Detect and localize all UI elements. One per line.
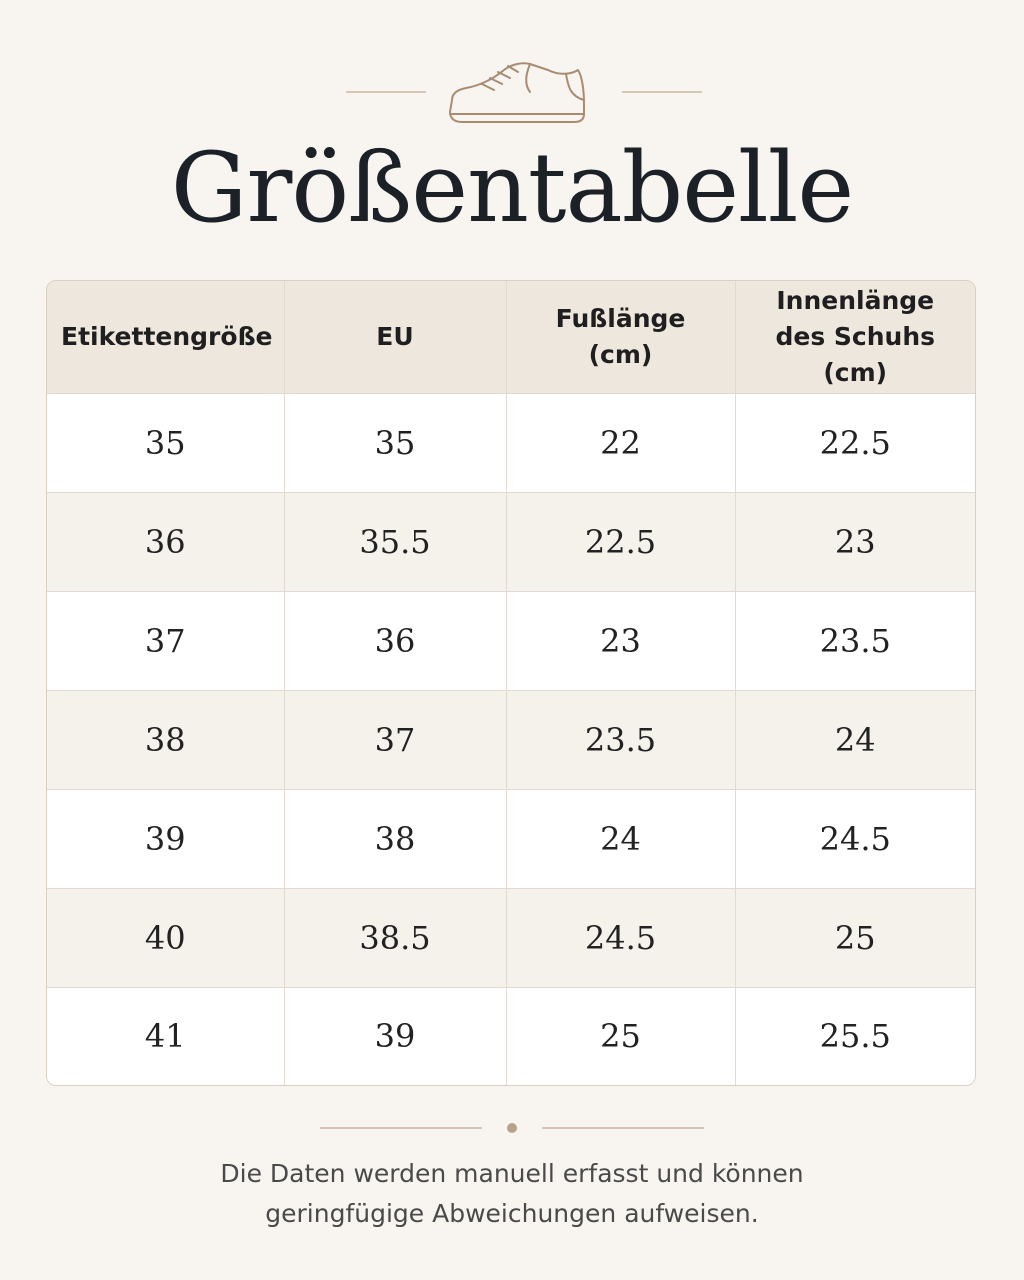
table-row: 40 38.5 24.5 25 <box>47 888 975 988</box>
cell-foot-length: 22 <box>506 393 736 493</box>
sneaker-ornament <box>346 62 702 123</box>
table-row: 38 37 23.5 24 <box>47 690 975 790</box>
cell-foot-length: 22.5 <box>506 492 736 592</box>
cell-foot-length: 23.5 <box>506 690 736 790</box>
cell-label-size: 41 <box>47 987 285 1085</box>
cell-eu: 35 <box>284 393 507 493</box>
divider-dot-icon <box>507 1123 517 1133</box>
divider-ornament <box>320 1123 704 1133</box>
cell-label-size: 36 <box>47 492 285 592</box>
cell-eu: 38 <box>284 789 507 889</box>
header-foot-length: Fußlänge (cm) <box>506 281 736 394</box>
cell-inner-length: 23.5 <box>735 591 975 691</box>
sneaker-icon <box>449 62 585 123</box>
cell-label-size: 40 <box>47 888 285 988</box>
header-inner-length: Innenlänge des Schuhs (cm) <box>735 281 975 394</box>
bottom-ornament <box>0 1118 1024 1138</box>
disclaimer-line-2: geringfügige Abweichungen aufweisen. <box>265 1199 759 1228</box>
cell-eu: 39 <box>284 987 507 1085</box>
cell-eu: 36 <box>284 591 507 691</box>
cell-inner-length: 25.5 <box>735 987 975 1085</box>
size-chart-table-container: Etikettengröße EU Fußlänge (cm) Innenlän… <box>46 280 976 1086</box>
table-row: 36 35.5 22.5 23 <box>47 492 975 592</box>
cell-foot-length: 23 <box>506 591 736 691</box>
table-row: 35 35 22 22.5 <box>47 393 975 493</box>
disclaimer-line-1: Die Daten werden manuell erfasst und kön… <box>220 1159 804 1188</box>
cell-foot-length: 24 <box>506 789 736 889</box>
table-row: 41 39 25 25.5 <box>47 987 975 1085</box>
table-row: 39 38 24 24.5 <box>47 789 975 889</box>
size-chart-table: Etikettengröße EU Fußlänge (cm) Innenlän… <box>47 281 975 1085</box>
cell-eu: 37 <box>284 690 507 790</box>
top-ornament <box>0 56 1024 128</box>
cell-inner-length: 23 <box>735 492 975 592</box>
cell-foot-length: 24.5 <box>506 888 736 988</box>
header-eu: EU <box>284 281 507 394</box>
cell-eu: 38.5 <box>284 888 507 988</box>
cell-inner-length: 24 <box>735 690 975 790</box>
cell-inner-length: 25 <box>735 888 975 988</box>
cell-label-size: 38 <box>47 690 285 790</box>
cell-label-size: 39 <box>47 789 285 889</box>
page-title: Größentabelle <box>170 132 854 244</box>
cell-foot-length: 25 <box>506 987 736 1085</box>
disclaimer-note: Die Daten werden manuell erfasst und kön… <box>0 1154 1024 1234</box>
cell-label-size: 35 <box>47 393 285 493</box>
table-header-row: Etikettengröße EU Fußlänge (cm) Innenlän… <box>47 281 975 394</box>
cell-inner-length: 22.5 <box>735 393 975 493</box>
header-label-size: Etikettengröße <box>47 281 285 394</box>
table-row: 37 36 23 23.5 <box>47 591 975 691</box>
cell-eu: 35.5 <box>284 492 507 592</box>
cell-label-size: 37 <box>47 591 285 691</box>
cell-inner-length: 24.5 <box>735 789 975 889</box>
